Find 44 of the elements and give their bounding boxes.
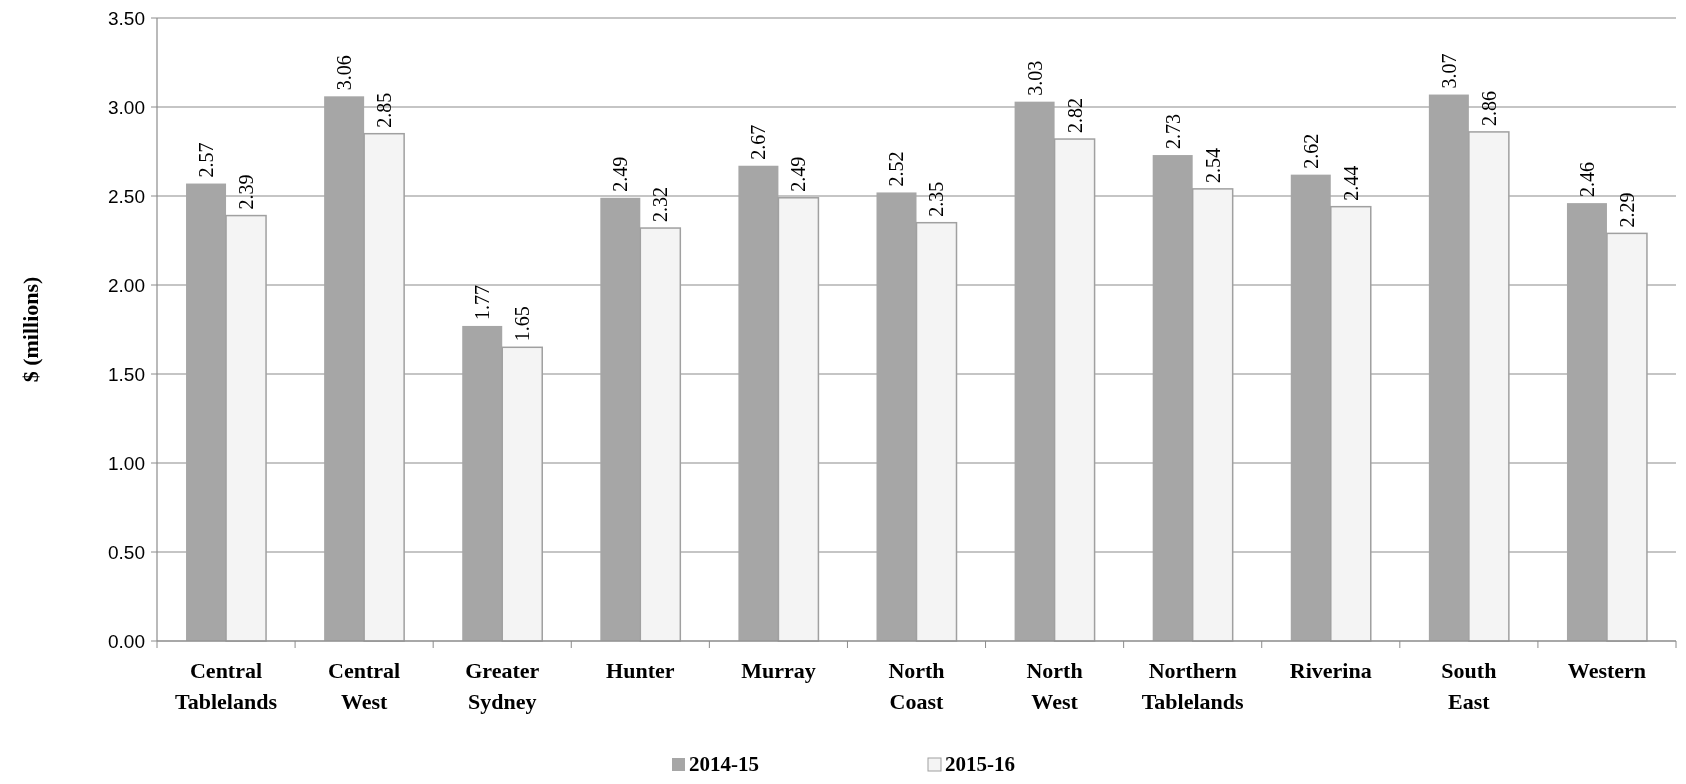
y-tick-label: 1.50 — [108, 363, 145, 385]
y-tick-label: 2.00 — [108, 274, 145, 296]
x-tick-label: Central Tablelands — [175, 658, 278, 714]
data-label: 2.82 — [1063, 98, 1086, 134]
data-label: 2.54 — [1201, 147, 1224, 183]
x-tick-label: Central West — [328, 658, 401, 714]
data-label: 2.49 — [609, 156, 632, 192]
x-tick-label: South East — [1441, 658, 1497, 714]
y-axis-title: $ (millions) — [18, 276, 43, 383]
data-label: 3.03 — [1023, 60, 1046, 96]
y-tick-label: 3.00 — [108, 96, 145, 118]
data-label: 2.85 — [373, 92, 396, 128]
x-tick-label: North Coast — [888, 658, 945, 714]
y-tick-label: 3.50 — [108, 7, 145, 29]
y-tick-label: 1.00 — [108, 452, 145, 474]
legend-label: 2014-15 — [689, 752, 759, 776]
x-tick-label: Western — [1567, 658, 1647, 683]
data-label: 2.67 — [747, 124, 770, 160]
x-tick-label: Riverina — [1289, 658, 1372, 683]
y-tick-label: 0.00 — [108, 630, 145, 652]
x-tick-label: North West — [1026, 658, 1083, 714]
data-label: 3.06 — [333, 55, 356, 91]
y-tick-label: 2.50 — [108, 185, 145, 207]
data-label: 2.39 — [235, 174, 258, 210]
data-label: 3.07 — [1437, 53, 1460, 89]
data-label: 1.77 — [471, 284, 494, 320]
data-label: 2.46 — [1575, 162, 1598, 198]
data-label: 2.57 — [195, 142, 218, 178]
data-label: 2.62 — [1299, 133, 1322, 169]
x-tick-label: Greater Sydney — [465, 658, 540, 714]
y-tick-label: 0.50 — [108, 541, 145, 563]
data-label: 2.32 — [649, 187, 672, 223]
x-tick-label: Murray — [741, 658, 816, 683]
data-label: 2.52 — [885, 151, 908, 187]
x-tick-label: Hunter — [606, 658, 675, 683]
legend-label: 2015-16 — [945, 752, 1015, 776]
data-label: 2.29 — [1615, 192, 1638, 228]
data-label: 2.49 — [787, 156, 810, 192]
data-label: 2.73 — [1161, 114, 1184, 150]
x-tick-label: Northern Tablelands — [1141, 658, 1245, 714]
data-label: 2.86 — [1477, 90, 1500, 126]
data-label: 2.35 — [925, 181, 948, 217]
data-label: 2.44 — [1339, 165, 1362, 201]
data-label: 1.65 — [511, 306, 534, 342]
